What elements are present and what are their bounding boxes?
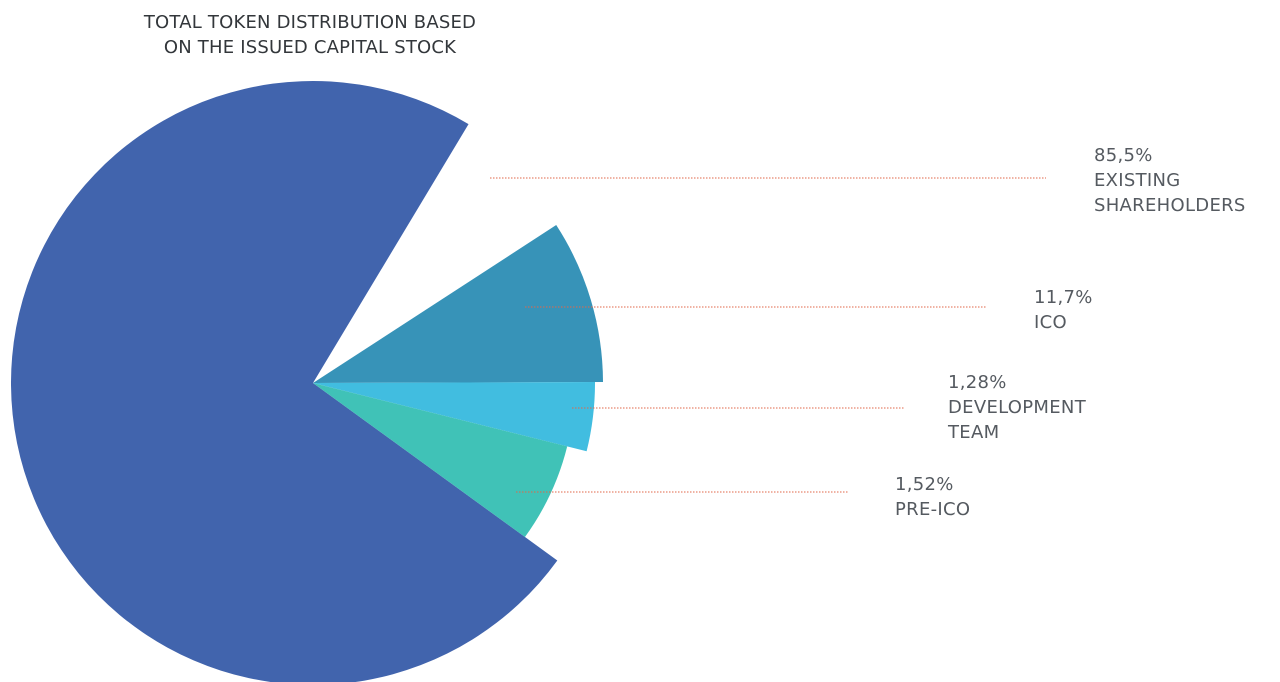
label-development-team: 1,28% DEVELOPMENT TEAM (948, 370, 1086, 445)
label-dev-line-1: DEVELOPMENT (948, 397, 1086, 418)
chart-title-line-2: ON THE ISSUED CAPITAL STOCK (163, 37, 457, 58)
label-dev-value: 1,28% (948, 372, 1007, 393)
chart-title: TOTAL TOKEN DISTRIBUTION BASED ON THE IS… (60, 10, 560, 60)
pie-slice-preico (313, 383, 568, 537)
pie-slice-dev (313, 382, 596, 452)
chart-title-line-1: TOTAL TOKEN DISTRIBUTION BASED (143, 12, 477, 33)
pie-slice-existing (11, 81, 558, 682)
label-ico-line-1: ICO (1034, 312, 1067, 333)
label-preico-line-1: PRE-ICO (895, 499, 971, 520)
label-ico: 11,7% ICO (1034, 285, 1093, 335)
leader-lines (490, 177, 1046, 493)
label-ico-value: 11,7% (1034, 287, 1093, 308)
label-existing-value: 85,5% (1094, 145, 1153, 166)
label-existing-line-2: SHAREHOLDERS (1094, 195, 1246, 216)
label-existing-line-1: EXISTING (1094, 170, 1181, 191)
pie-slices (11, 81, 603, 682)
label-preico-value: 1,52% (895, 474, 954, 495)
pie-slice-ico (313, 225, 603, 383)
label-existing-shareholders: 85,5% EXISTING SHAREHOLDERS (1094, 143, 1246, 218)
label-dev-line-2: TEAM (948, 422, 1000, 443)
label-pre-ico: 1,52% PRE-ICO (895, 472, 970, 522)
